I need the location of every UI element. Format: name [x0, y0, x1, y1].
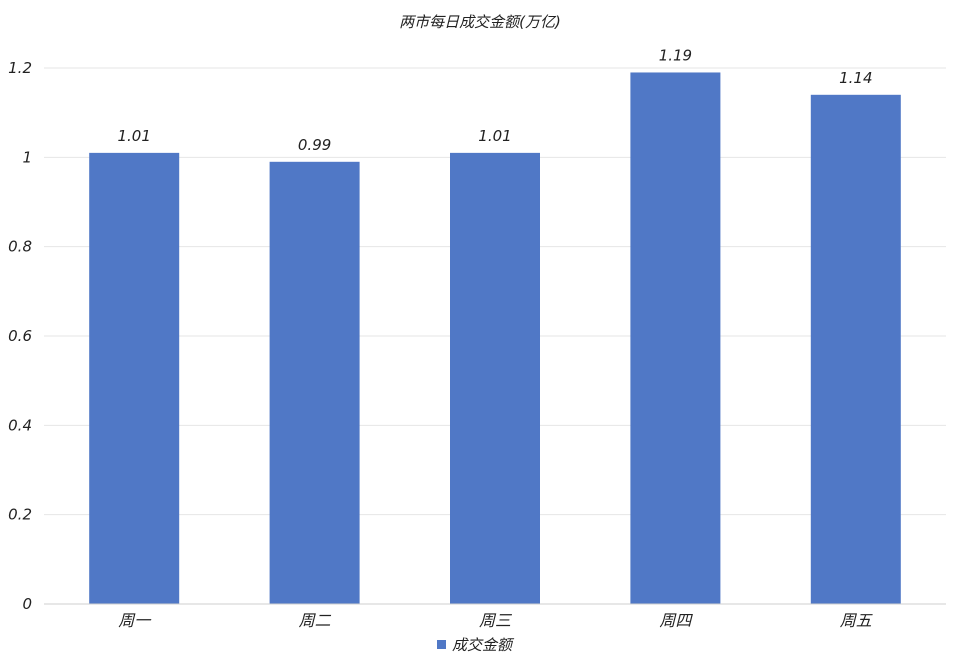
legend-swatch	[437, 640, 446, 649]
chart-title: 两市每日成交金额(万亿)	[399, 13, 561, 31]
data-label: 1.19	[659, 46, 692, 64]
bars	[89, 72, 901, 605]
legend: 成交金额	[437, 636, 515, 654]
y-tick-label: 1	[22, 148, 32, 166]
y-axis-ticks: 0 0.2 0.4 0.6 0.8 1 1.2	[8, 59, 32, 613]
bar	[450, 152, 540, 604]
x-tick-label: 周五	[840, 611, 873, 630]
legend-label: 成交金额	[452, 636, 515, 654]
data-label: 1.14	[839, 69, 872, 87]
data-label: 0.99	[298, 136, 331, 154]
bar	[630, 72, 721, 604]
bar	[269, 161, 360, 605]
x-axis-ticks: 周一 周二 周三 周四 周五	[118, 611, 873, 630]
x-tick-label: 周二	[299, 611, 332, 630]
y-tick-label: 0.4	[8, 416, 32, 434]
data-labels: 1.01 0.99 1.01 1.19 1.14	[117, 46, 872, 153]
bar	[810, 94, 901, 605]
bar	[89, 152, 180, 604]
data-label: 1.01	[117, 127, 150, 145]
data-label: 1.01	[478, 127, 511, 145]
x-tick-label: 周四	[659, 611, 693, 630]
y-tick-label: 0.8	[8, 238, 32, 256]
y-tick-label: 0.2	[8, 506, 32, 524]
y-tick-label: 0.6	[8, 327, 32, 345]
x-tick-label: 周一	[118, 611, 152, 630]
x-tick-label: 周三	[479, 611, 513, 630]
y-tick-label: 0	[22, 595, 32, 613]
y-tick-label: 1.2	[8, 59, 32, 77]
